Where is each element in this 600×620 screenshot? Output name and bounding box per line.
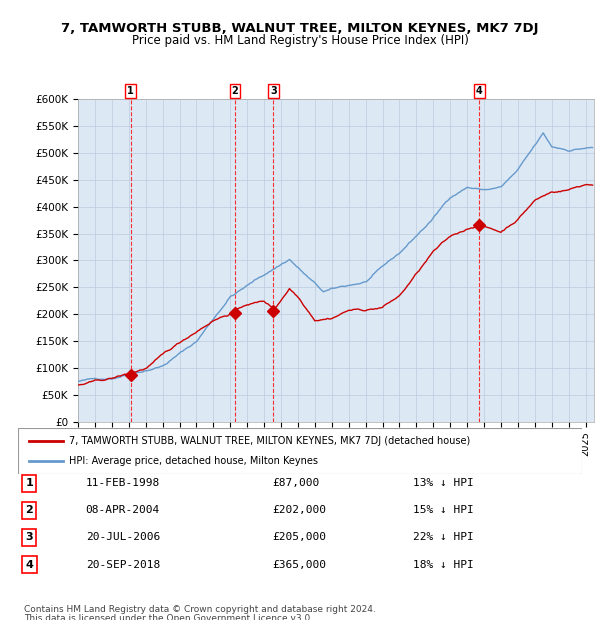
Text: 1: 1 [127, 86, 134, 96]
Text: 22% ↓ HPI: 22% ↓ HPI [413, 533, 473, 542]
Text: 15% ↓ HPI: 15% ↓ HPI [413, 505, 473, 515]
Text: 13% ↓ HPI: 13% ↓ HPI [413, 478, 473, 489]
Text: HPI: Average price, detached house, Milton Keynes: HPI: Average price, detached house, Milt… [69, 456, 318, 466]
Text: £205,000: £205,000 [272, 533, 326, 542]
Text: 4: 4 [476, 86, 482, 96]
Text: 11-FEB-1998: 11-FEB-1998 [86, 478, 160, 489]
FancyBboxPatch shape [18, 428, 582, 474]
Text: 2: 2 [232, 86, 238, 96]
Text: £87,000: £87,000 [272, 478, 319, 489]
Text: 20-JUL-2006: 20-JUL-2006 [86, 533, 160, 542]
Text: 08-APR-2004: 08-APR-2004 [86, 505, 160, 515]
Text: 20-SEP-2018: 20-SEP-2018 [86, 560, 160, 570]
Text: 18% ↓ HPI: 18% ↓ HPI [413, 560, 473, 570]
Text: 1: 1 [25, 478, 33, 489]
Text: 2: 2 [25, 505, 33, 515]
Text: This data is licensed under the Open Government Licence v3.0.: This data is licensed under the Open Gov… [24, 614, 313, 620]
Text: Price paid vs. HM Land Registry's House Price Index (HPI): Price paid vs. HM Land Registry's House … [131, 34, 469, 47]
Text: 4: 4 [25, 560, 33, 570]
Text: 3: 3 [270, 86, 277, 96]
Text: Contains HM Land Registry data © Crown copyright and database right 2024.: Contains HM Land Registry data © Crown c… [24, 604, 376, 614]
Text: 7, TAMWORTH STUBB, WALNUT TREE, MILTON KEYNES, MK7 7DJ (detached house): 7, TAMWORTH STUBB, WALNUT TREE, MILTON K… [69, 436, 470, 446]
Text: £202,000: £202,000 [272, 505, 326, 515]
Text: £365,000: £365,000 [272, 560, 326, 570]
Text: 3: 3 [25, 533, 33, 542]
Text: 7, TAMWORTH STUBB, WALNUT TREE, MILTON KEYNES, MK7 7DJ: 7, TAMWORTH STUBB, WALNUT TREE, MILTON K… [61, 22, 539, 35]
